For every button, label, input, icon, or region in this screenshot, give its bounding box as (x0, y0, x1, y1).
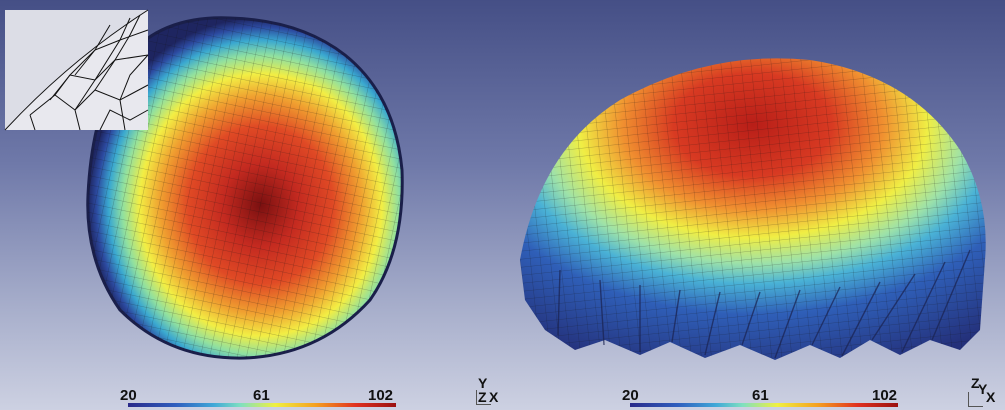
axis-up-label: Z (971, 375, 980, 391)
colorbar-min-label: 20 (622, 387, 639, 404)
mesh-detail-inset (4, 9, 149, 131)
axis-up-label: Y (478, 375, 488, 391)
axis-out-label: Y (978, 381, 988, 397)
side-view-dome (520, 58, 986, 360)
colorbar-mid-label: 61 (752, 387, 769, 404)
top-view-disc (86, 16, 404, 360)
axis-right-label: X (489, 389, 499, 405)
colorbar-side-view (630, 403, 898, 407)
colorbar-top-view (128, 403, 396, 407)
colorbar-max-label: 102 (368, 387, 394, 404)
axis-triad-icon (476, 390, 491, 405)
axis-right-label: X (986, 389, 996, 405)
colorbar-mid-label: 61 (253, 387, 270, 404)
colorbar-min-label: 20 (120, 387, 137, 404)
colorbar-max-label: 102 (872, 387, 898, 404)
axis-out-label: Z (478, 389, 487, 405)
axis-triad-icon (968, 392, 983, 407)
